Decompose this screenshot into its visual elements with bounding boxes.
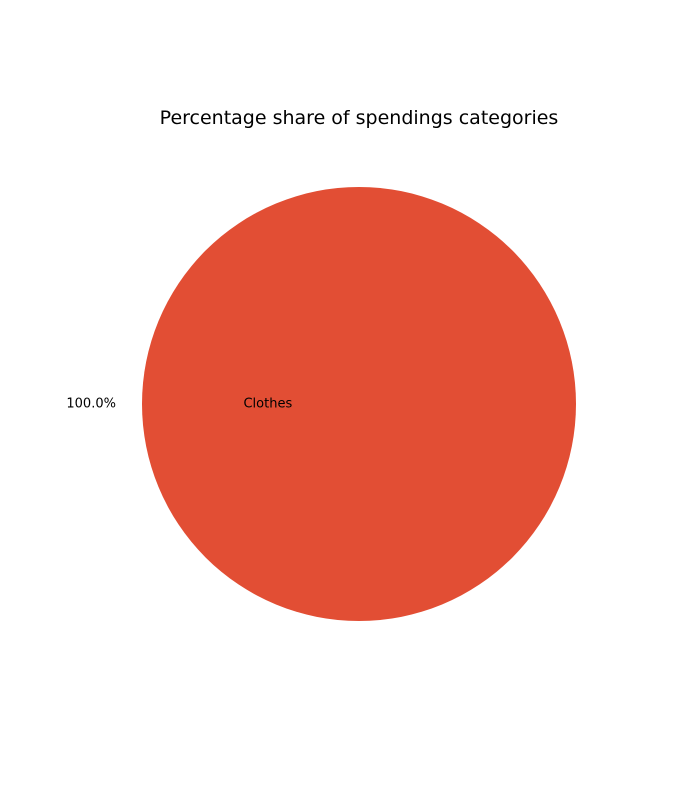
slice-percent-label: 100.0% — [66, 397, 116, 412]
slices-layer — [142, 187, 576, 621]
chart-title: Percentage share of spendings categories — [160, 107, 559, 129]
slice-label: Clothes — [243, 397, 292, 412]
labels-layer: Clothes 100.0% — [66, 397, 292, 412]
pie-slice-clothes — [142, 187, 576, 621]
